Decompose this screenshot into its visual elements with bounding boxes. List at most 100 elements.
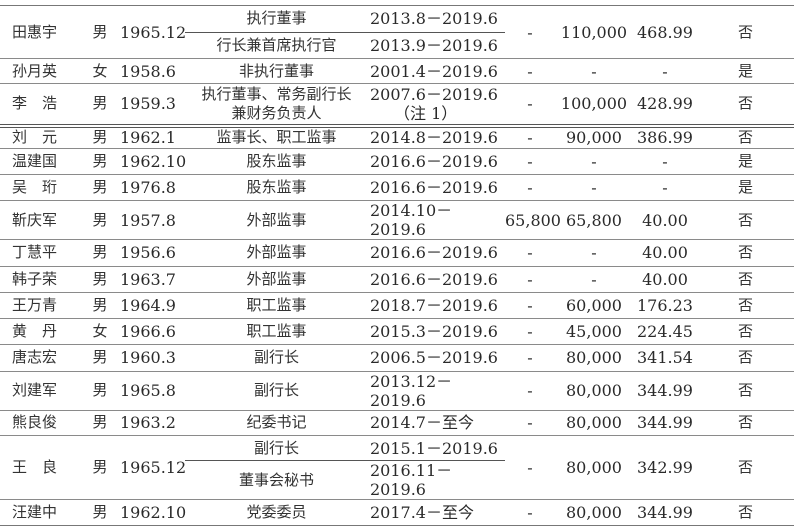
role-cell: 外部监事 (185, 200, 368, 240)
table-row: 韩子荣男 1963.7 外部监事 2016.6－2019.6- -40.00 否 (0, 265, 794, 293)
birth-cell: 1959.3 (112, 83, 185, 126)
name-cell: 吴 珩 (0, 174, 88, 201)
col7-cell: 80,000 (555, 370, 633, 410)
gender-cell: 男 (88, 499, 112, 526)
table-row: 刘 元男 1962.1 监事长、职工监事 2014.8－2019.6-90,000 38… (0, 123, 794, 149)
col7-cell: 110,000 (555, 5, 633, 59)
term-cell: 2013.8－2019.6 (368, 5, 505, 32)
term-cell: 2015.3－2019.6 (368, 318, 505, 345)
col9-cell: 否 (697, 123, 794, 149)
role-cell: 监事长、职工监事 (185, 123, 368, 149)
col6-cell: - (505, 83, 555, 126)
table-row: 王 良男 1965.12 副行长 2015.1－2019.6-80,000 342.99… (0, 435, 794, 500)
col8-cell: 344.99 (633, 370, 697, 410)
col9-cell: 否 (697, 5, 794, 59)
term-cell: 2016.6－2019.6 (368, 265, 505, 293)
term-cell: 2015.1－2019.6 (368, 435, 505, 461)
gender-cell: 男 (88, 83, 112, 126)
col7-cell: 45,000 (555, 318, 633, 345)
col8-cell: 40.00 (633, 239, 697, 266)
term-cell: 2018.7－2019.6 (368, 292, 505, 319)
col9-cell: 否 (697, 435, 794, 500)
col6-cell: 65,800 (505, 200, 561, 240)
col9-cell: 是 (697, 174, 794, 201)
birth-cell: 1956.6 (112, 239, 185, 266)
col7-cell: 80,000 (555, 409, 633, 436)
col6-cell: - (505, 5, 555, 59)
col7-cell: 100,000 (555, 83, 633, 126)
col8-cell: 428.99 (633, 83, 697, 126)
name-cell: 温建国 (0, 148, 88, 175)
col9-cell: 是 (697, 58, 794, 84)
name-cell: 刘建军 (0, 370, 88, 410)
col8-cell: 176.23 (633, 292, 697, 319)
col8-cell: 468.99 (633, 5, 697, 59)
role-cell: 董事会秘书 (185, 460, 368, 500)
gender-cell: 男 (88, 265, 112, 293)
term-cell: 2014.8－2019.6 (368, 123, 505, 149)
gender-cell: 男 (88, 239, 112, 266)
role-cell: 纪委书记 (185, 409, 368, 436)
role-cell: 股东监事 (185, 174, 368, 201)
term-cell: 2007.6－2019.6 （注 1） (368, 83, 505, 126)
term-cell: 2016.6－2019.6 (368, 174, 505, 201)
col8-cell: 224.45 (633, 318, 697, 345)
table-row: 行长兼首席执行官 2013.9－2019.6 (0, 31, 794, 59)
table-row: 田惠宇男 1965.12 执行董事 2013.8－2019.6-110,000 468.… (0, 5, 794, 59)
role-cell: 外部监事 (185, 265, 368, 293)
col7-cell: 65,800 (555, 200, 633, 240)
col9-cell: 否 (697, 239, 794, 266)
role-cell: 副行长 (185, 370, 368, 410)
term-cell: 2001.4－2019.6 (368, 58, 505, 84)
table-row: 吴 珩男 1976.8 股东监事 2016.6－2019.6- - - 是 (0, 174, 794, 201)
col8-cell: 344.99 (633, 409, 697, 436)
table-row: 王万青男 1964.9 职工监事 2018.7－2019.6-60,000 176.23… (0, 292, 794, 319)
role-cell: 股东监事 (185, 148, 368, 175)
table-row: 黄 丹女 1966.6 职工监事 2015.3－2019.6-45,000 224.45… (0, 318, 794, 345)
birth-cell: 1958.6 (112, 58, 185, 84)
term-cell: 2013.12－2019.6 (368, 370, 505, 410)
gender-cell: 女 (88, 58, 112, 84)
name-cell: 汪建中 (0, 499, 88, 526)
birth-cell: 1962.1 (112, 123, 185, 149)
table-row: 靳庆军男 1957.8 外部监事 2014.10－2019.6 65,800 65,800… (0, 200, 794, 240)
birth-cell: 1962.10 (112, 148, 186, 175)
role-cell: 非执行董事 (185, 58, 368, 84)
birth-cell: 1962.10 (112, 499, 186, 526)
table-row: 汪建中男 1962.10 党委委员 2017.4－至今 -80,000 344.99 否 (0, 499, 794, 526)
birth-cell: 1965.12 (112, 435, 186, 500)
role-cell: 职工监事 (185, 318, 368, 345)
col6-cell: - (505, 174, 555, 201)
table-row: 丁慧平男 1956.6 外部监事 2016.6－2019.6- -40.00 否 (0, 239, 794, 266)
col8-cell: 344.99 (633, 499, 697, 526)
birth-cell: 1965.8 (112, 370, 185, 410)
role-cell: 副行长 (185, 344, 368, 371)
col9-cell: 否 (697, 344, 794, 371)
gender-cell: 男 (88, 5, 112, 59)
birth-cell: 1965.12 (112, 5, 186, 59)
table-row: 董事会秘书 2016.11－2019.6 (0, 460, 794, 500)
col7-cell: - (555, 58, 633, 84)
name-cell: 熊良俊 (0, 409, 88, 436)
birth-cell: 1960.3 (112, 344, 185, 371)
birth-cell: 1964.9 (112, 292, 185, 319)
col9-cell: 否 (697, 83, 794, 126)
gender-cell: 男 (88, 344, 112, 371)
gender-cell: 男 (88, 148, 112, 175)
role-cell: 执行董事、常务副行长 兼财务负责人 (185, 83, 368, 126)
name-cell: 田惠宇 (0, 5, 88, 59)
col6-cell: - (505, 123, 555, 149)
col6-cell: - (505, 292, 555, 319)
name-cell: 黄 丹 (0, 318, 88, 345)
col7-cell: 90,000 (555, 123, 633, 149)
role-cell: 职工监事 (185, 292, 368, 319)
col9-cell: 否 (697, 292, 794, 319)
birth-cell: 1966.6 (112, 318, 185, 345)
col7-cell: 60,000 (555, 292, 633, 319)
term-cell: 2016.11－2019.6 (368, 460, 505, 500)
col6-cell: - (505, 409, 555, 436)
col7-cell: 80,000 (555, 344, 633, 371)
gender-cell: 男 (88, 200, 112, 240)
col6-cell: - (505, 58, 555, 84)
col9-cell: 否 (697, 265, 794, 293)
